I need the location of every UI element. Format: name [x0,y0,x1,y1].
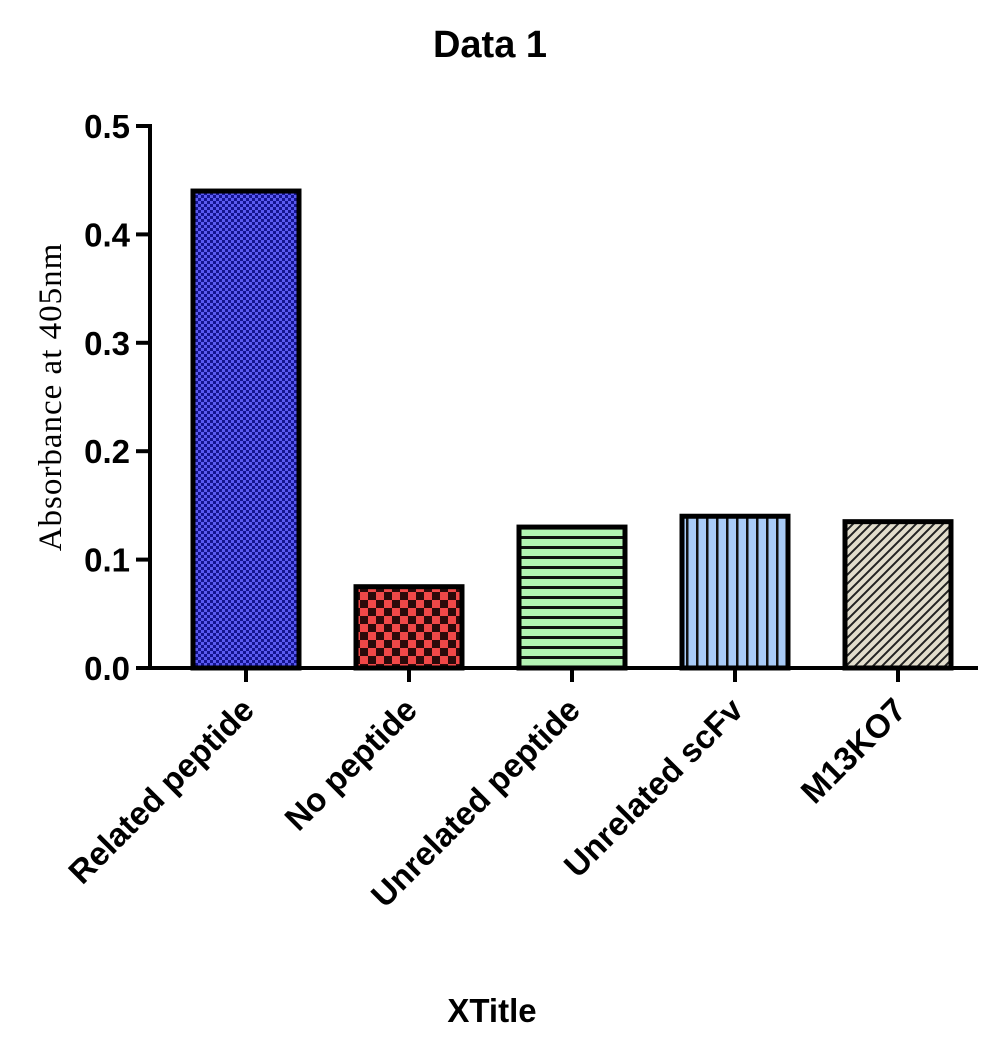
bar-related-peptide [190,188,302,671]
y-tick-label: 0.2 [84,433,130,470]
x-tick-label: Unrelated scFv [556,690,750,884]
x-tick-label: M13KO7 [793,691,913,811]
y-tick-label: 0.4 [84,216,131,253]
bar-unrelated-scfv [679,513,791,671]
y-tick-label: 0.3 [84,325,130,362]
chart-title: Data 1 [433,24,547,66]
x-tick-label: No peptide [277,691,424,838]
plot-area: 0.0 0.1 0.2 0.3 0.4 0.5 Related peptide No pept… [61,108,978,914]
y-tick-label: 0.5 [84,108,130,145]
y-tick-label: 0.0 [84,650,130,687]
x-tick-label: Related peptide [61,691,261,891]
bar-m13ko7 [842,519,954,671]
y-tick-label: 0.1 [84,542,130,579]
y-axis-label: Absorbance at 405nm [33,243,69,552]
x-axis-label: XTitle [447,992,536,1029]
bar-unrelated-peptide [516,524,628,671]
bar-no-peptide [353,584,465,671]
